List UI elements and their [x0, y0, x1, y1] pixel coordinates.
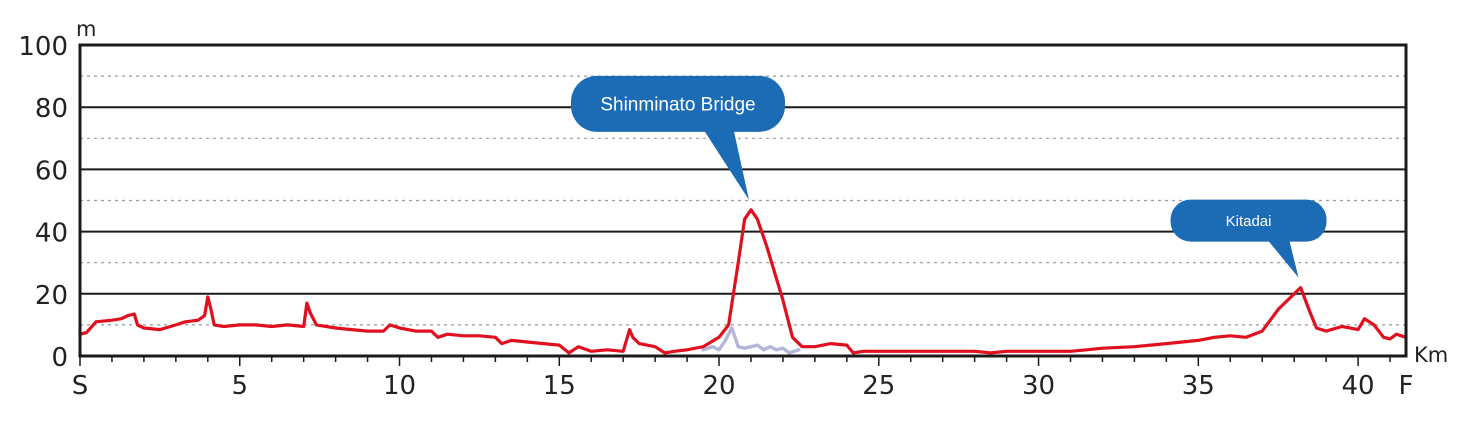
y-tick-label: 100 [18, 32, 68, 62]
callout-pointer [1267, 239, 1299, 278]
x-tick-label: 20 [702, 371, 735, 401]
x-axis-ticks [79, 356, 1391, 366]
callout-pointer [703, 129, 749, 200]
annotation-callout: Shinminato Bridge [570, 75, 785, 200]
annotation-callout: Kitadai [1170, 199, 1327, 278]
x-tick-label: F [1399, 371, 1414, 401]
x-axis-unit: Km [1414, 343, 1448, 367]
y-tick-label: 40 [35, 219, 68, 249]
y-tick-label: 60 [35, 156, 68, 186]
plot-frame [78, 43, 1408, 358]
x-tick-label: 25 [862, 371, 895, 401]
annotation-label: Kitadai [1226, 213, 1272, 230]
series-line [701, 326, 801, 355]
y-axis-unit: m [76, 17, 96, 41]
x-tick-label: 5 [231, 371, 248, 401]
callout-box [570, 75, 785, 132]
y-tick-label: 0 [51, 343, 68, 373]
x-axis-labels: S 5 10 15 20 25 30 35 40 F [72, 371, 1414, 401]
x-tick-label: 30 [1022, 371, 1055, 401]
x-tick-label: 15 [543, 371, 576, 401]
x-tick-label: 35 [1182, 371, 1215, 401]
series-layer [78, 208, 1408, 355]
x-tick-label: 40 [1342, 371, 1375, 401]
annotation-label: Shinminato Bridge [600, 95, 755, 116]
y-axis-labels: 0 20 40 60 80 100 [18, 32, 68, 373]
annotations: Shinminato Bridge Kitadai [570, 75, 1327, 278]
callout-box [1170, 199, 1327, 242]
x-tick-label: 10 [383, 371, 416, 401]
series-line [78, 208, 1408, 355]
x-tick-label: S [72, 371, 89, 401]
y-tick-label: 20 [35, 281, 68, 311]
y-tick-label: 80 [35, 94, 68, 124]
